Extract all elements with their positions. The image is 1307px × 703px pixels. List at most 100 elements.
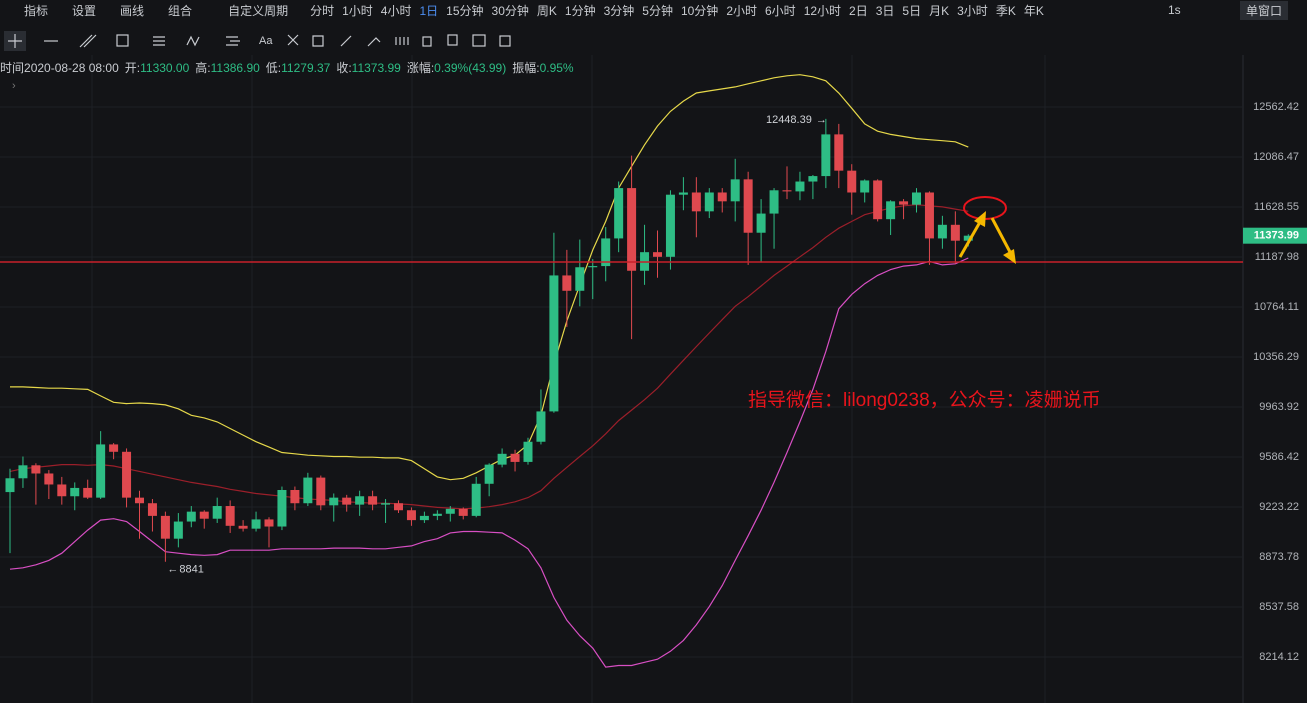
- info-value: 0.39%(43.99): [434, 61, 507, 75]
- vertical-grid: [91, 55, 1046, 703]
- y-tick-label: 12086.47: [1253, 151, 1299, 163]
- candle-body: [290, 490, 300, 504]
- period[interactable]: 5日: [902, 3, 922, 18]
- period[interactable]: 12小时: [803, 3, 842, 18]
- candle-body: [199, 511, 209, 519]
- candle-body: [432, 513, 442, 516]
- candle-body: [653, 252, 662, 257]
- candle-body: [342, 497, 352, 505]
- info-value: 11386.90: [210, 61, 260, 75]
- annotation: 指导微信：lilong0238，公众号：凌姗说币: [748, 389, 1101, 411]
- candle-body: [756, 213, 766, 233]
- info-value: 11279.37: [281, 61, 331, 75]
- info-label: 收:: [336, 61, 352, 75]
- period[interactable]: 2日: [849, 3, 868, 18]
- candle-body: [394, 503, 403, 511]
- period[interactable]: 6小时: [765, 3, 796, 18]
- candle-body: [406, 510, 416, 521]
- period[interactable]: 1小时: [342, 3, 373, 18]
- period[interactable]: 季K: [995, 3, 1016, 18]
- candle-body: [795, 181, 805, 192]
- info-label: 振幅:: [512, 61, 540, 75]
- candle-body: [18, 465, 28, 479]
- candle-body: [821, 134, 831, 177]
- candle-body: [950, 224, 960, 241]
- candle-body: [83, 487, 93, 498]
- candle-body: [627, 188, 637, 271]
- menu-item[interactable]: 画线: [120, 3, 145, 18]
- period[interactable]: 1分钟: [564, 3, 596, 18]
- candle-body: [873, 180, 883, 220]
- candle-body: [147, 503, 157, 516]
- candle-body: [316, 477, 326, 506]
- candle-body: [381, 503, 391, 505]
- period[interactable]: 3日: [875, 3, 895, 18]
- low-arrow: ←: [167, 564, 178, 576]
- period[interactable]: 15分钟: [446, 3, 484, 18]
- y-tick-label: 8537.58: [1259, 601, 1299, 613]
- tool-icons: [8, 34, 511, 48]
- candle-body: [329, 497, 339, 506]
- candle-body: [57, 484, 67, 497]
- info-value: 2020-08-28 08:00: [24, 61, 119, 75]
- candle-body: [963, 235, 973, 241]
- candle-body: [704, 192, 714, 212]
- candle-body: [588, 266, 598, 268]
- candle-body: [368, 496, 378, 505]
- menu-item[interactable]: 指标: [24, 3, 49, 18]
- candle-body: [70, 487, 80, 497]
- period[interactable]: 月K: [929, 3, 950, 18]
- info-value: 11330.00: [140, 61, 190, 75]
- interval[interactable]: 1s: [1168, 3, 1181, 17]
- candle-body: [782, 190, 792, 192]
- expand-arrow[interactable]: ›: [12, 80, 16, 92]
- info-value: 11373.99: [351, 61, 401, 75]
- candle-body: [562, 275, 572, 291]
- menu-item[interactable]: 设置: [72, 3, 97, 18]
- candle-body: [886, 201, 896, 220]
- y-tick-label: 12562.42: [1253, 101, 1299, 113]
- candle-body: [743, 179, 753, 233]
- candle-body: [523, 441, 533, 462]
- period[interactable]: 10分钟: [680, 3, 719, 18]
- bollinger-band: [9, 257, 969, 668]
- candle-body: [264, 519, 274, 527]
- period[interactable]: 2小时: [726, 3, 757, 18]
- candle-body: [691, 192, 701, 212]
- window-select[interactable]: 单窗口: [1240, 0, 1289, 20]
- text-tool[interactable]: Aa: [259, 35, 273, 47]
- candle-body: [225, 506, 235, 526]
- menu-item[interactable]: 组合: [168, 3, 193, 18]
- candle-body: [924, 192, 934, 239]
- period[interactable]: 年K: [1023, 3, 1044, 18]
- period[interactable]: 1日: [419, 3, 439, 18]
- candle-body: [160, 515, 170, 539]
- custom-period[interactable]: 自定义周期: [228, 3, 289, 18]
- period[interactable]: 3分钟: [603, 3, 635, 18]
- info-label: 高:: [195, 61, 211, 75]
- info-label: 时间: [0, 61, 25, 75]
- candle-body: [212, 506, 222, 519]
- y-tick-label: 10356.29: [1253, 351, 1299, 363]
- candle-body: [834, 134, 844, 171]
- candle-body: [484, 464, 494, 484]
- candle-body: [614, 188, 624, 239]
- arrows: [958, 211, 1016, 264]
- period[interactable]: 3小时: [957, 3, 988, 18]
- y-tick-label: 8214.12: [1259, 651, 1299, 663]
- period[interactable]: 5分钟: [642, 3, 673, 18]
- candle-body: [44, 473, 54, 485]
- candle-body: [251, 519, 261, 529]
- period[interactable]: 4小时: [380, 3, 412, 18]
- period[interactable]: 分时: [310, 3, 335, 18]
- info-label: 涨幅:: [406, 61, 435, 75]
- period[interactable]: 周K: [536, 3, 557, 18]
- y-tick-label: 11187.98: [1255, 251, 1299, 263]
- period[interactable]: 30分钟: [491, 3, 529, 18]
- candle-body: [847, 170, 857, 193]
- high-arrow: →: [816, 114, 827, 126]
- top-toolbar: 指标 设置 画线 组合 自定义周期 分时 1小时 4小时 1日 15分钟 30分钟 周K 1分钟 3分钟 5…: [0, 0, 1307, 20]
- candle-body: [355, 496, 365, 505]
